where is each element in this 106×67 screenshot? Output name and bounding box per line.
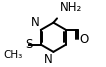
Text: S: S [25,38,32,51]
Text: O: O [79,33,88,46]
Text: CH₃: CH₃ [3,50,22,60]
Text: N: N [44,53,52,66]
Text: N: N [31,16,40,29]
Text: NH₂: NH₂ [60,1,82,14]
